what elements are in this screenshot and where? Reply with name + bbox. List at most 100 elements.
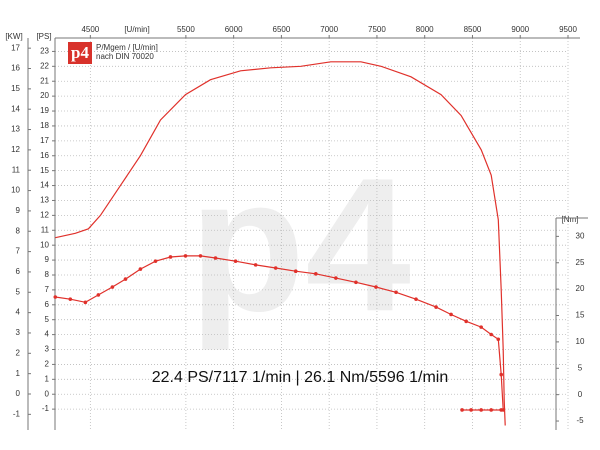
y-tick-label: 14 <box>40 181 49 190</box>
y-tick-label: 10 <box>40 240 49 249</box>
y2-tick-label: 20 <box>576 284 585 293</box>
kw-tick-label: 10 <box>11 186 20 195</box>
x-tick-label: 8000 <box>416 25 434 34</box>
data-point <box>469 408 473 412</box>
y2-tick-label: 25 <box>576 258 585 267</box>
y2-axis-label: [Nm] <box>562 215 579 224</box>
y-tick-label: 18 <box>40 121 49 130</box>
y-tick-label: 23 <box>40 47 49 56</box>
y2-tick-label: 30 <box>576 231 585 240</box>
kw-axis-label: [KW] <box>5 32 22 41</box>
x-tick-label: 5500 <box>177 25 195 34</box>
y-tick-label: 3 <box>45 345 50 354</box>
x-tick-label: 8500 <box>464 25 482 34</box>
data-point <box>183 254 188 258</box>
kw-tick-label: 12 <box>11 145 20 154</box>
kw-tick-label: 9 <box>16 206 21 215</box>
logo-box <box>68 42 92 64</box>
y-tick-label: 6 <box>45 300 50 309</box>
y-tick-label: 7 <box>45 285 50 294</box>
y-tick-label: 21 <box>40 76 49 85</box>
x-tick-label: 4500 <box>81 25 99 34</box>
kw-tick-label: 4 <box>16 308 21 317</box>
y-tick-label: 12 <box>40 210 49 219</box>
x-tick-label: 7000 <box>320 25 338 34</box>
kw-tick-label: 2 <box>16 348 21 357</box>
y-tick-label: 13 <box>40 196 49 205</box>
y2-tick-label: 10 <box>576 337 585 346</box>
x-tick-label: 6500 <box>273 25 291 34</box>
y2-tick-label: 15 <box>576 311 585 320</box>
data-point <box>460 408 464 412</box>
y-tick-label: 0 <box>45 389 50 398</box>
y-tick-label: 4 <box>45 330 50 339</box>
y-tick-label: 22 <box>40 61 49 70</box>
kw-tick-label: 16 <box>11 64 20 73</box>
y-tick-label: 15 <box>40 166 49 175</box>
data-point <box>479 408 483 412</box>
logo: p4 <box>71 43 89 62</box>
data-point <box>496 337 501 342</box>
kw-tick-label: 7 <box>16 247 21 256</box>
data-point <box>253 263 258 267</box>
x-tick-label: 7500 <box>368 25 386 34</box>
kw-tick-label: 13 <box>11 125 20 134</box>
data-point <box>489 408 493 412</box>
legend-line: P/Mgem / [U/min] <box>96 43 158 52</box>
y-tick-label: 17 <box>40 136 49 145</box>
x-tick-label: 6000 <box>225 25 243 34</box>
data-point <box>110 285 115 289</box>
data-point <box>334 276 338 280</box>
data-point <box>449 312 453 317</box>
y2-tick-label: 5 <box>578 363 583 372</box>
kw-tick-label: -1 <box>13 409 21 418</box>
legend-line: nach DIN 70020 <box>96 52 154 61</box>
kw-tick-label: 11 <box>12 165 21 174</box>
data-point <box>414 297 418 301</box>
kw-tick-label: 8 <box>16 226 21 235</box>
y-tick-label: -1 <box>42 404 50 413</box>
data-point <box>53 295 58 299</box>
y-tick-label: 9 <box>45 255 50 264</box>
data-point <box>213 256 218 260</box>
y2-tick-label: 0 <box>578 390 583 399</box>
y-tick-label: 8 <box>45 270 50 279</box>
data-point <box>293 269 298 273</box>
watermark: p4 <box>189 139 411 351</box>
kw-tick-label: 15 <box>11 84 20 93</box>
data-point <box>464 319 468 324</box>
data-point <box>499 408 504 412</box>
data-point <box>273 266 278 270</box>
chart-title: 22.4 PS/7117 1/min | 26.1 Nm/5596 1/min <box>152 369 448 386</box>
data-point <box>153 259 158 263</box>
data-point <box>313 272 318 276</box>
data-point <box>394 290 398 295</box>
y-tick-label: 1 <box>45 374 50 383</box>
data-point <box>198 254 203 258</box>
x-axis-label: [U/min] <box>124 25 149 34</box>
y-tick-label: 11 <box>41 225 50 234</box>
kw-tick-label: 5 <box>16 287 21 296</box>
data-point <box>499 372 504 377</box>
data-point <box>168 255 173 259</box>
kw-tick-label: 0 <box>16 389 21 398</box>
kw-tick-label: 3 <box>16 328 21 337</box>
y-tick-label: 20 <box>40 91 49 100</box>
data-point <box>479 325 483 329</box>
y2-tick-label: -5 <box>576 416 584 425</box>
data-point <box>489 332 493 337</box>
data-point <box>354 280 358 285</box>
data-point <box>68 297 73 301</box>
data-point <box>138 267 143 271</box>
kw-tick-label: 17 <box>11 43 20 52</box>
data-point <box>96 293 101 297</box>
data-point <box>123 277 128 281</box>
y-tick-label: 16 <box>40 151 49 160</box>
x-tick-label: 9000 <box>511 25 529 34</box>
x-tick-label: 9500 <box>559 25 577 34</box>
y-tick-label: 5 <box>45 315 50 324</box>
series-line <box>55 61 506 426</box>
data-point <box>233 259 238 263</box>
data-point <box>83 300 88 305</box>
